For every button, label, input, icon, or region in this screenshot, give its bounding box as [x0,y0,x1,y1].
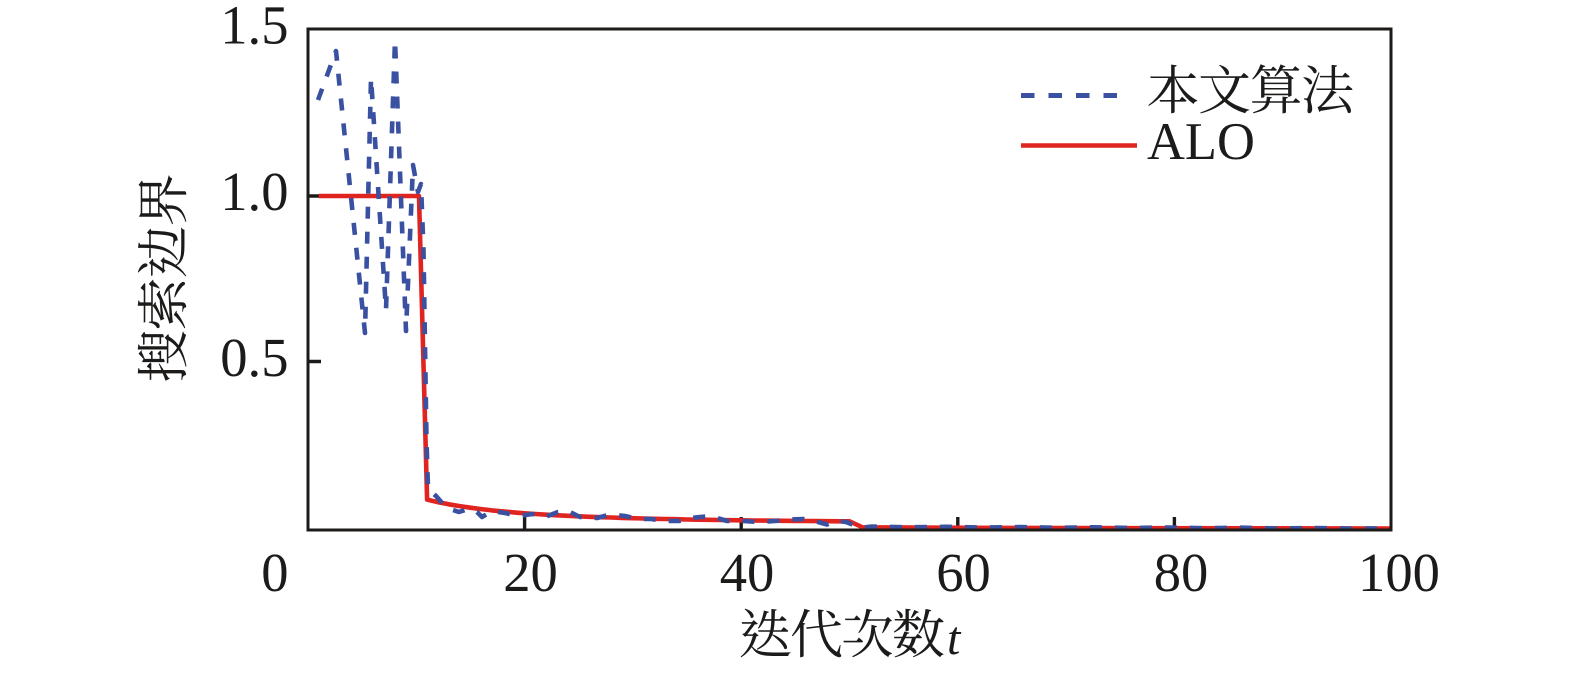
svg-text:0: 0 [261,542,288,603]
svg-text:40: 40 [720,542,775,603]
svg-text:20: 20 [503,542,558,603]
svg-text:1.5: 1.5 [220,0,288,56]
svg-text:t: t [947,612,962,665]
svg-text:0.5: 0.5 [220,327,288,388]
svg-text:100: 100 [1358,542,1440,603]
svg-text:60: 60 [936,542,991,603]
svg-text:ALO: ALO [1147,113,1255,171]
svg-text:1.0: 1.0 [220,161,288,222]
svg-text:80: 80 [1154,542,1209,603]
